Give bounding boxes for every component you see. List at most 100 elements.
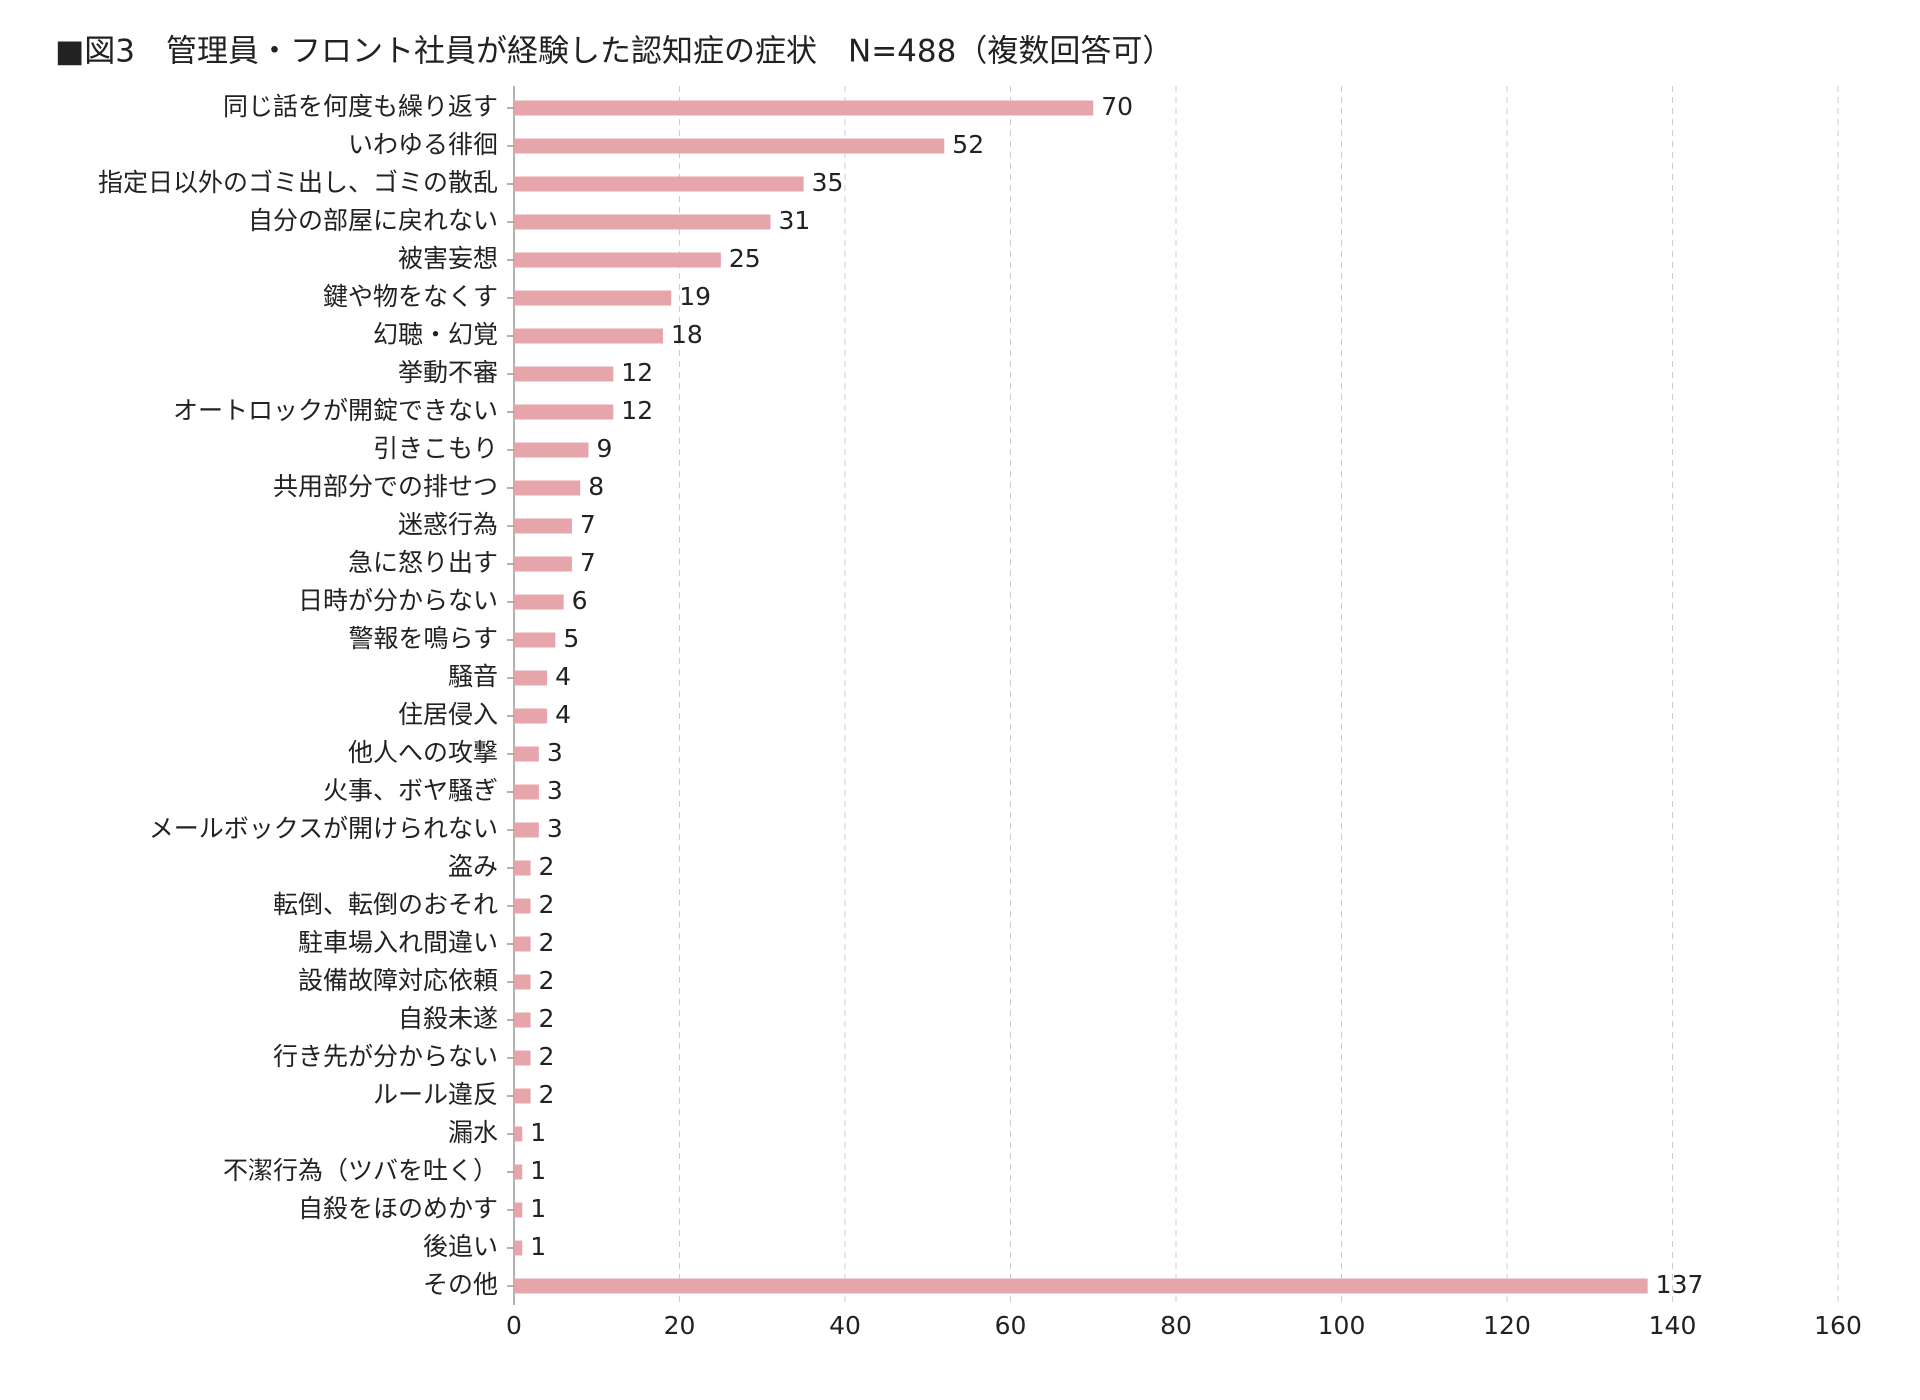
value-label: 3	[547, 814, 563, 843]
value-label: 25	[729, 244, 761, 273]
bar	[514, 518, 572, 534]
y-tick-label: 幻聴・幻覚	[373, 320, 498, 349]
y-tick-label: 不潔行為（ツバを吐く）	[223, 1156, 498, 1185]
value-label: 137	[1656, 1270, 1704, 1299]
value-label: 2	[539, 890, 555, 919]
value-label: 18	[671, 320, 703, 349]
value-label: 4	[555, 662, 571, 691]
value-label: 31	[779, 206, 811, 235]
bar	[514, 1164, 523, 1180]
bar	[514, 442, 589, 458]
value-label: 1	[530, 1232, 546, 1261]
y-tick-label: 転倒、転倒のおそれ	[273, 890, 498, 919]
value-label: 2	[539, 966, 555, 995]
y-tick-label: 急に怒り出す	[348, 548, 498, 577]
y-tick-label: 盗み	[448, 852, 498, 881]
y-tick-label: 住居侵入	[398, 700, 498, 729]
y-tick-label: その他	[423, 1270, 498, 1299]
value-label: 6	[572, 586, 588, 615]
bar	[514, 404, 614, 420]
y-tick-label: 自殺をほのめかす	[298, 1194, 498, 1223]
bar	[514, 1278, 1648, 1294]
bar	[514, 822, 539, 838]
bar	[514, 366, 614, 382]
value-label: 35	[812, 168, 844, 197]
value-label: 12	[621, 396, 653, 425]
y-tick-label: 被害妄想	[398, 244, 498, 273]
y-tick-label: 自殺未遂	[398, 1004, 498, 1033]
bar	[514, 936, 531, 952]
bar	[514, 252, 721, 268]
y-tick-label: メールボックスが開けられない	[149, 814, 498, 843]
value-label: 2	[539, 1080, 555, 1109]
value-label: 1	[530, 1156, 546, 1185]
bar	[514, 1240, 523, 1256]
value-label: 3	[547, 776, 563, 805]
y-tick-label: 行き先が分からない	[273, 1042, 498, 1071]
y-tick-label: いわゆる徘徊	[348, 130, 498, 159]
y-tick-label: 挙動不審	[398, 358, 498, 387]
value-label: 19	[679, 282, 711, 311]
y-tick-label: 後追い	[423, 1232, 498, 1261]
bar	[514, 290, 672, 306]
bar	[514, 974, 531, 990]
value-label: 1	[530, 1194, 546, 1223]
value-label: 70	[1101, 92, 1133, 121]
y-tick-label: 設備故障対応依頼	[298, 966, 498, 995]
bar	[514, 1088, 531, 1104]
bar	[514, 480, 581, 496]
bar	[514, 708, 548, 724]
bar	[514, 1126, 523, 1142]
bar	[514, 784, 539, 800]
value-label: 3	[547, 738, 563, 767]
value-label: 2	[539, 928, 555, 957]
value-label: 8	[588, 472, 604, 501]
bar	[514, 594, 564, 610]
bar	[514, 1050, 531, 1066]
x-tick-label: 160	[1814, 1311, 1862, 1340]
value-label: 12	[621, 358, 653, 387]
value-label: 52	[952, 130, 984, 159]
bar	[514, 1012, 531, 1028]
value-label: 4	[555, 700, 571, 729]
bar	[514, 1202, 523, 1218]
x-tick-label: 80	[1160, 1311, 1192, 1340]
chart-title: ■図3 管理員・フロント社員が経験した認知症の症状 N=488（複数回答可）	[55, 34, 1173, 70]
bar	[514, 860, 531, 876]
y-tick-label: 火事、ボヤ騒ぎ	[323, 776, 498, 805]
bar	[514, 138, 945, 154]
bar	[514, 176, 804, 192]
y-tick-label: 引きこもり	[373, 434, 498, 463]
y-tick-label: オートロックが開錠できない	[173, 396, 498, 425]
y-tick-label: 漏水	[448, 1118, 498, 1147]
value-label: 7	[580, 510, 596, 539]
value-label: 9	[596, 434, 612, 463]
value-label: 5	[563, 624, 579, 653]
y-tick-label: ルール違反	[373, 1080, 498, 1109]
x-tick-label: 120	[1483, 1311, 1531, 1340]
bar	[514, 100, 1094, 116]
value-label: 2	[539, 1004, 555, 1033]
y-tick-label: 鍵や物をなくす	[323, 282, 498, 311]
y-tick-label: 日時が分からない	[298, 586, 498, 615]
x-tick-label: 60	[995, 1311, 1027, 1340]
y-tick-label: 警報を鳴らす	[348, 624, 498, 653]
y-tick-label: 同じ話を何度も繰り返す	[223, 92, 498, 121]
x-tick-label: 20	[664, 1311, 696, 1340]
y-tick-label: 駐車場入れ間違い	[298, 928, 498, 957]
value-label: 2	[539, 1042, 555, 1071]
bar	[514, 632, 556, 648]
y-tick-label: 共用部分での排せつ	[273, 472, 498, 501]
y-tick-label: 自分の部屋に戻れない	[248, 206, 498, 235]
x-tick-label: 40	[829, 1311, 861, 1340]
bar	[514, 328, 663, 344]
bar	[514, 670, 548, 686]
value-label: 7	[580, 548, 596, 577]
y-tick-label: 指定日以外のゴミ出し、ゴミの散乱	[98, 168, 498, 197]
bar	[514, 746, 539, 762]
x-tick-label: 140	[1649, 1311, 1697, 1340]
y-tick-label: 迷惑行為	[398, 510, 498, 539]
bar	[514, 898, 531, 914]
y-tick-label: 他人への攻撃	[348, 738, 498, 767]
